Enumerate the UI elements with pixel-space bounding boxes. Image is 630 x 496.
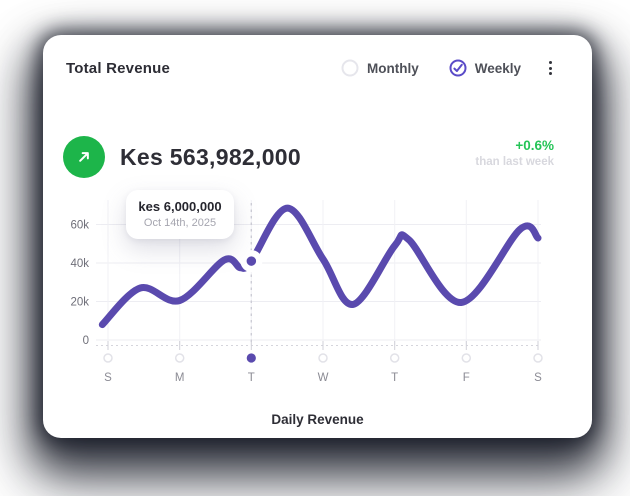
day-label: M [175,372,185,384]
chart-tooltip: kes 6,000,000 Oct 14th, 2025 [126,190,234,239]
toggle-monthly-label: Monthly [366,60,419,76]
y-tick-label: 0 [83,335,89,347]
y-tick-label: 40k [70,258,89,270]
total-revenue-value: Kes 563,982,000 [120,143,301,170]
day-marker[interactable] [103,353,113,363]
day-marker[interactable] [461,353,472,363]
y-tick-label: 60k [70,220,89,232]
card-title: Total Revenue [66,59,171,77]
x-axis-labels: S M T W T F S [104,372,542,384]
day-marker[interactable] [174,353,185,363]
line-chart: 60k 40k 20k 0 S M T W T F S [70,200,543,384]
day-label: T [391,372,398,384]
horizontal-gridlines [96,224,541,341]
toggle-weekly-label: Weekly [474,60,521,76]
toggle-weekly[interactable]: Weekly [449,59,521,77]
arrow-up-right-icon [63,136,105,178]
day-label: W [318,372,329,384]
radio-unchecked-icon [341,59,359,77]
day-label: T [248,372,255,384]
day-marker[interactable] [389,353,400,363]
tooltip-date: Oct 14th, 2025 [143,217,217,229]
kebab-menu-icon[interactable] [547,59,554,77]
selected-point-dot[interactable] [244,253,259,269]
y-axis-labels: 60k 40k 20k 0 [70,220,89,348]
revenue-summary: Kes 563,982,000 [63,136,301,178]
x-axis [96,341,541,350]
total-revenue-card: Total Revenue Monthly Weekly [43,35,592,438]
day-label: F [463,372,470,384]
day-label: S [104,372,112,384]
chart-caption: Daily Revenue [271,412,364,427]
y-tick-label: 20k [70,297,89,309]
day-markers [103,353,543,363]
change-block: +0.6% than last week [475,138,554,168]
change-caption: than last week [475,156,554,168]
day-marker[interactable] [533,353,543,363]
radio-checked-icon [449,59,467,77]
revenue-line [98,204,542,329]
change-percent: +0.6% [515,138,554,153]
card-header: Total Revenue Monthly Weekly [66,59,554,77]
revenue-chart: 60k 40k 20k 0 S M T W T F S kes 6,000,00… [61,190,591,390]
day-marker[interactable] [246,353,256,363]
toggle-monthly[interactable]: Monthly [341,59,419,77]
day-label: S [534,372,542,384]
tooltip-value: kes 6,000,000 [138,199,222,214]
day-marker[interactable] [318,353,328,363]
